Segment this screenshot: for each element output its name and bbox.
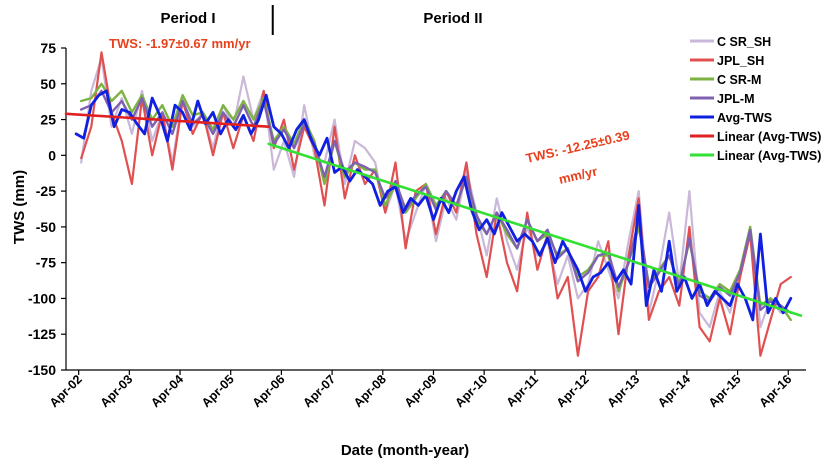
x-tick-label: Apr-07	[300, 372, 338, 410]
annotation-period1-trend: TWS: -1.97±0.67 mm/yr	[109, 36, 251, 51]
annotation-period2-trend: TWS: -12.25±0.39	[524, 127, 631, 165]
y-tick-label: -75	[36, 255, 56, 271]
axes	[65, 48, 806, 371]
x-tick-label: Apr-08	[351, 372, 389, 410]
y-tick-label: -150	[28, 362, 56, 378]
x-tick-label: Apr-04	[148, 372, 186, 410]
series-line-7	[267, 142, 803, 317]
series-line-6	[64, 112, 271, 128]
x-tick-label: Apr-16	[756, 372, 794, 410]
x-tick-label: Apr-11	[504, 372, 541, 409]
x-axis-title: Date (month-year)	[341, 442, 469, 459]
period-layer: Period I Period II	[160, 5, 483, 35]
y-ticks: 75 50 25 0 -25 -50 -75 -100 -125 -150	[28, 40, 66, 378]
x-tick-label: Apr-03	[98, 372, 136, 410]
y-tick-label: 75	[40, 40, 56, 56]
y-tick-label: 25	[40, 112, 56, 128]
x-tick-label: Apr-09	[402, 372, 440, 410]
legend-label: C SR_SH	[717, 35, 771, 49]
series-line-5	[74, 89, 793, 322]
x-tick-label: Apr-05	[199, 372, 237, 410]
x-tick-label: Apr-13	[604, 372, 642, 410]
y-tick-label: 50	[40, 76, 56, 92]
series-layer	[64, 51, 803, 357]
x-tick-label: Apr-10	[452, 372, 490, 410]
y-tick-label: -100	[28, 290, 56, 306]
y-tick-label: -25	[36, 183, 56, 199]
legend-label: JPL_SH	[717, 54, 764, 68]
x-tick-label: Apr-14	[655, 372, 693, 410]
legend-label: C SR-M	[717, 73, 761, 87]
y-axis-title: TWS (mm)	[11, 170, 28, 244]
period-label-1: Period I	[160, 10, 215, 27]
legend: C SR_SH JPL_SH C SR-M JPL-M Avg-TWS Linear (A…	[690, 35, 821, 163]
x-tick-label: Apr-06	[250, 372, 288, 410]
y-tick-label: -125	[28, 326, 56, 342]
y-tick-label: 0	[48, 147, 56, 163]
x-ticks: Apr-02 Apr-03 Apr-04 Apr-05 Apr-06 Apr-07 Apr-…	[47, 370, 794, 410]
legend-label: Linear (Avg-TWS)	[717, 130, 821, 144]
x-tick-label: Apr-12	[554, 372, 592, 410]
y-tick-label: -50	[36, 219, 56, 235]
annotation-period2-unit: mm/yr	[557, 164, 598, 187]
legend-label: Linear (Avg-TWS)	[717, 149, 821, 163]
legend-label: Avg-TWS	[717, 111, 772, 125]
legend-label: JPL-M	[717, 92, 755, 106]
period-label-2: Period II	[423, 10, 482, 27]
x-tick-label: Apr-15	[706, 372, 744, 410]
